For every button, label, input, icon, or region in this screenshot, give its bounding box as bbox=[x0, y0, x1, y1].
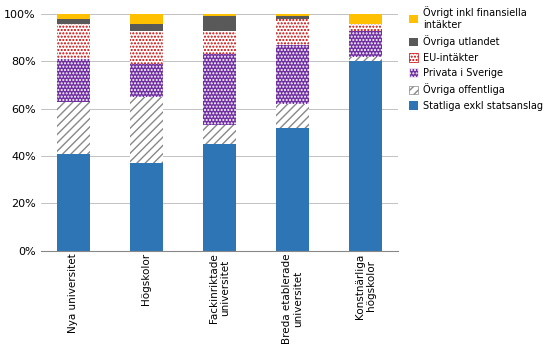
Bar bbox=[203, 54, 236, 125]
Bar bbox=[276, 45, 309, 104]
Bar bbox=[130, 97, 163, 163]
Bar bbox=[276, 104, 309, 128]
Bar bbox=[57, 24, 90, 59]
Bar bbox=[130, 64, 163, 97]
Bar bbox=[203, 125, 236, 144]
Bar bbox=[349, 31, 382, 57]
Bar bbox=[349, 24, 382, 31]
Bar bbox=[349, 31, 382, 57]
Bar bbox=[57, 19, 90, 24]
Bar bbox=[203, 125, 236, 144]
Bar bbox=[57, 102, 90, 153]
Bar bbox=[57, 14, 90, 19]
Bar bbox=[130, 31, 163, 64]
Bar bbox=[130, 24, 163, 31]
Bar bbox=[130, 64, 163, 97]
Bar bbox=[57, 59, 90, 102]
Bar bbox=[57, 59, 90, 102]
Bar bbox=[203, 14, 236, 16]
Bar bbox=[57, 102, 90, 153]
Bar bbox=[276, 104, 309, 128]
Bar bbox=[276, 128, 309, 251]
Bar bbox=[57, 153, 90, 251]
Bar bbox=[349, 57, 382, 61]
Bar bbox=[349, 14, 382, 24]
Bar bbox=[276, 19, 309, 45]
Bar bbox=[57, 24, 90, 59]
Bar bbox=[349, 61, 382, 251]
Bar bbox=[276, 19, 309, 45]
Bar bbox=[203, 31, 236, 54]
Bar bbox=[349, 57, 382, 61]
Bar bbox=[276, 45, 309, 104]
Bar bbox=[130, 14, 163, 24]
Legend: Övrigt inkl finansiella
intäkter, Övriga utlandet, EU-intäkter, Privata i Sverig: Övrigt inkl finansiella intäkter, Övriga… bbox=[406, 5, 545, 112]
Bar bbox=[130, 163, 163, 251]
Bar bbox=[276, 14, 309, 16]
Bar bbox=[203, 144, 236, 251]
Bar bbox=[130, 31, 163, 64]
Bar bbox=[203, 54, 236, 125]
Bar bbox=[349, 24, 382, 31]
Bar bbox=[203, 16, 236, 31]
Bar bbox=[276, 16, 309, 19]
Bar bbox=[203, 31, 236, 54]
Bar bbox=[130, 97, 163, 163]
